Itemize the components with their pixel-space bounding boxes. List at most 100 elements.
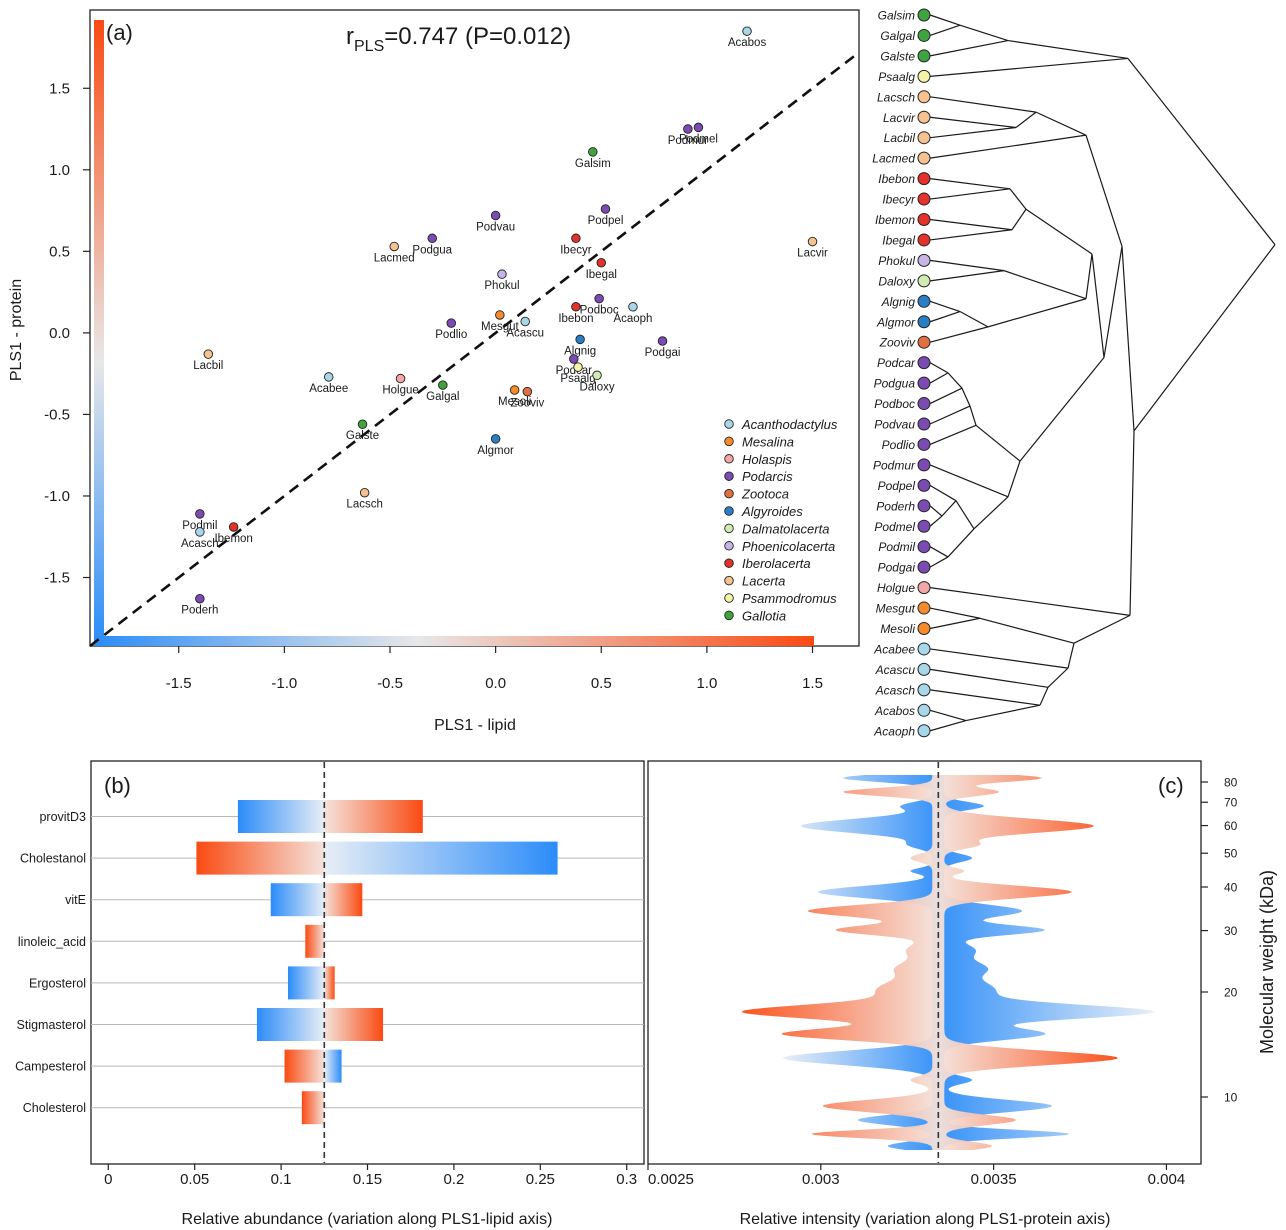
tree-tip <box>917 662 931 676</box>
x-tick-label: 0.3 <box>616 1171 637 1188</box>
point-label: Acaoph <box>613 313 652 325</box>
tree-tip-label: Algmor <box>876 315 916 329</box>
phylogenetic-tree: Galsim Galgal Galste Psaalg Lacsch Lacvir Lacb… <box>872 8 1276 738</box>
scatter-title: rPLS=0.747 (P=0.012) <box>346 23 571 55</box>
scatter-point <box>569 354 579 364</box>
tree-branch <box>965 704 1041 722</box>
scatter-point <box>742 26 752 36</box>
category-label: Stigmasterol <box>17 1018 86 1032</box>
tree-branch <box>1007 39 1129 60</box>
tree-tip-label: Lacsch <box>877 90 915 104</box>
category-label: Cholestanol <box>20 852 86 866</box>
tree-tip <box>917 519 931 533</box>
legend-entry: Dalmatolacerta <box>742 521 829 536</box>
scatter-point <box>497 269 507 279</box>
tree-branch <box>961 387 971 407</box>
tree-branch <box>1085 134 1123 247</box>
tree-branch <box>929 515 943 527</box>
tree-branch <box>929 505 943 517</box>
y-axis-label-a: PLS1 - protein <box>8 279 25 381</box>
tree-tip-label: Ibemon <box>875 213 915 227</box>
y-tick-label: -1.0 <box>44 488 70 505</box>
intensity-profile <box>938 775 1118 1150</box>
point-label: Podmil <box>182 520 217 532</box>
y-tick-label: 10 <box>1224 1091 1238 1105</box>
bar-positive <box>196 841 325 875</box>
tree-tip <box>917 274 931 288</box>
category-label: Cholesterol <box>23 1101 86 1115</box>
protein-profile-panel: 0.0025 0.003 0.0035 0.004 8070605040302010 … <box>647 760 1277 1228</box>
tree-tip <box>917 540 931 554</box>
scatter-point <box>628 302 638 312</box>
tree-branch <box>1103 246 1123 358</box>
legend-swatch <box>724 419 734 429</box>
tree-branch <box>929 39 1009 57</box>
scatter-point <box>490 434 501 444</box>
category-label: provitD3 <box>39 810 86 824</box>
tree-branch <box>1127 58 1276 246</box>
scatter-point <box>592 370 602 381</box>
tree-branch <box>929 484 957 502</box>
point-label: Galste <box>346 430 379 442</box>
tree-branch <box>929 310 961 323</box>
tree-tip-label: Podmur <box>873 458 916 472</box>
x-tick-label: -1.0 <box>271 675 297 692</box>
legend-entry: Psammodromus <box>742 591 837 606</box>
scatter-point <box>594 293 604 304</box>
tree-branch <box>947 372 963 389</box>
tree-tip-label: Ibecyr <box>882 193 916 207</box>
tree-branch <box>929 362 949 374</box>
y-tick-label: 20 <box>1224 986 1238 1000</box>
tree-tip-label: Podcar <box>877 356 916 370</box>
tree-tip <box>917 192 931 206</box>
y-tick-label: 60 <box>1224 819 1238 833</box>
tree-tip-label: Podmel <box>874 520 915 534</box>
x-tick-label: 0.15 <box>353 1171 382 1188</box>
y-tick-label: 80 <box>1224 776 1238 790</box>
scatter-point <box>575 334 585 345</box>
tree-tip <box>917 560 931 574</box>
tree-tip <box>917 315 931 329</box>
legend-entry: Acanthodactylus <box>741 417 838 432</box>
legend-swatch <box>724 488 734 499</box>
tree-branch <box>955 500 975 530</box>
scatter-point <box>323 372 334 382</box>
legend-entry: Gallotia <box>742 608 786 623</box>
point-label: Ibemon <box>214 533 252 545</box>
point-label: Poderh <box>181 605 218 617</box>
tree-branch <box>1133 244 1276 432</box>
tree-branch <box>929 229 1013 241</box>
y-tick-label: 1.0 <box>49 162 70 179</box>
tree-branch <box>941 500 957 517</box>
y-tick-label: 70 <box>1224 796 1238 810</box>
legend-entry: Mesalina <box>742 434 794 449</box>
tree-branch <box>929 617 981 630</box>
tree-branch <box>929 387 963 405</box>
tree-branch <box>929 372 949 384</box>
legend-entry: Podarcis <box>742 469 793 484</box>
point-label: Ibegal <box>586 269 617 281</box>
scatter-point <box>195 527 205 537</box>
bar-negative <box>237 800 325 833</box>
intensity-profile <box>741 775 939 1150</box>
y-tick-label: 40 <box>1224 881 1238 895</box>
tree-branch <box>979 617 1075 644</box>
tree-tip-label: Daloxy <box>878 274 916 288</box>
scatter-point <box>446 318 457 328</box>
tree-tip <box>917 253 931 267</box>
scatter-point <box>495 310 505 320</box>
category-label: Campesterol <box>15 1060 86 1074</box>
tree-branch <box>929 188 1011 200</box>
legend-entry: Phoenicolacerta <box>742 539 835 554</box>
tree-tip-label: Lacvir <box>883 111 916 125</box>
scatter-point <box>195 509 205 519</box>
tree-tip-label: Lacbil <box>884 131 916 145</box>
tree-tip <box>917 478 931 492</box>
legend-swatch <box>724 610 734 621</box>
tree-branch <box>929 14 961 26</box>
tree-branch <box>929 259 1005 272</box>
tree-branch <box>929 648 1069 669</box>
x-tick-label: -1.5 <box>166 675 192 692</box>
tree-tip-label: Acabos <box>874 704 915 718</box>
